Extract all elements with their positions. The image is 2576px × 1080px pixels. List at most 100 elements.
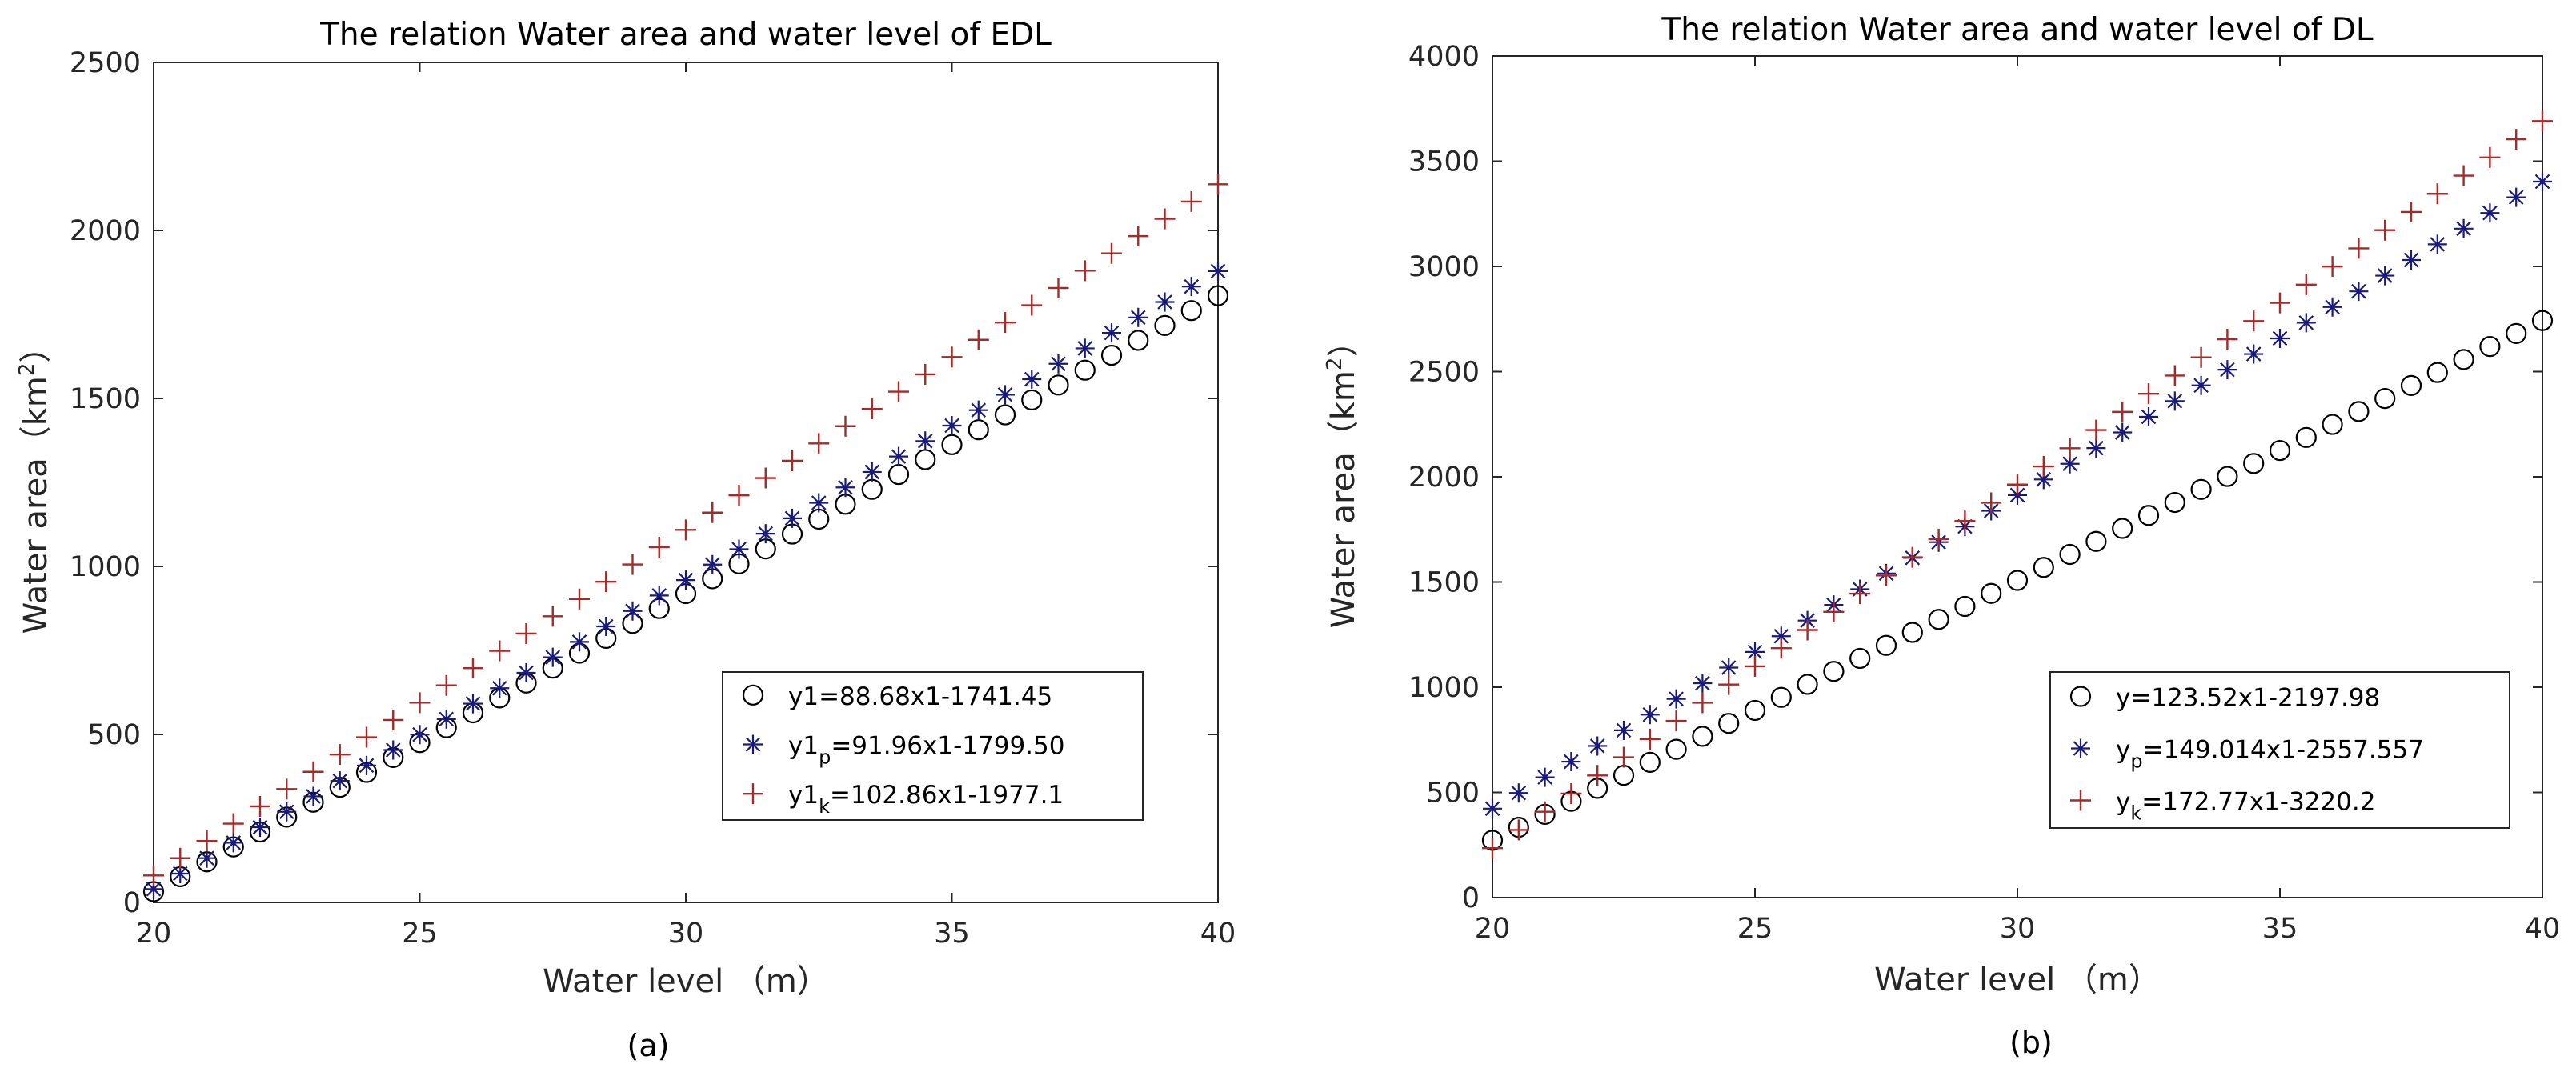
circle-marker (1954, 595, 1976, 618)
x-tick-label: 25 (402, 918, 438, 950)
plus-marker (1981, 492, 2002, 514)
plus-marker (2453, 165, 2474, 186)
circle-marker (2269, 439, 2291, 462)
circle-marker (1154, 314, 1176, 336)
circle-marker (2322, 414, 2343, 435)
plus-marker (1797, 619, 1818, 641)
plus-marker (569, 588, 590, 610)
circle-marker (1100, 344, 1123, 366)
circle-marker (2243, 453, 2265, 474)
asterisk-marker (729, 539, 749, 559)
plus-marker (1587, 765, 1608, 786)
asterisk-marker (755, 524, 775, 544)
asterisk-marker (2349, 282, 2369, 302)
asterisk-marker (1719, 658, 1739, 678)
circle-marker (1021, 389, 1043, 411)
legend-label: y1p=91.96x1-1799.50 (788, 732, 1064, 769)
plus-marker (2532, 110, 2553, 132)
asterisk-marker (968, 400, 988, 420)
plus-marker (276, 778, 298, 800)
plus-marker (435, 674, 457, 696)
asterisk-marker (1022, 370, 1042, 390)
plus-marker (2401, 201, 2422, 222)
x-tick-label: 30 (2000, 913, 2036, 945)
plus-marker (1208, 174, 1228, 195)
circle-marker (1823, 661, 1845, 682)
asterisk-marker (1102, 323, 1121, 343)
y-tick-label: 1000 (1408, 672, 1480, 704)
series-circle (1481, 310, 2554, 851)
asterisk-marker (1614, 720, 1633, 740)
asterisk-marker (2244, 344, 2264, 364)
legend-label: y1k=102.86x1-1977.1 (788, 781, 1064, 818)
y-tick-label: 3500 (1408, 146, 1480, 178)
circle-marker (2059, 543, 2081, 566)
asterisk-marker (703, 554, 723, 574)
y-tick-label: 2500 (1408, 357, 1480, 389)
series-plus (143, 174, 1228, 886)
legend-label: y1=88.68x1-1741.45 (788, 682, 1052, 711)
plus-marker (755, 467, 776, 489)
circle-marker (2400, 374, 2422, 396)
series-plus (1482, 110, 2553, 859)
panel-label: (a) (627, 1028, 670, 1063)
plus-marker (302, 761, 324, 782)
y-tick-label: 3000 (1408, 251, 1480, 283)
asterisk-marker (250, 818, 270, 838)
circle-marker (1074, 359, 1096, 381)
circle-marker (1981, 582, 2002, 604)
y-tick-label: 0 (123, 887, 141, 919)
asterisk-marker (277, 802, 297, 822)
circle-marker (2069, 686, 2092, 707)
circle-marker (1692, 726, 1713, 747)
legend-label: y=123.52x1-2197.98 (2116, 684, 2380, 713)
plus-marker (1928, 528, 1949, 550)
legend-label: yk=172.77x1-3220.2 (2116, 788, 2375, 825)
plus-marker (968, 329, 989, 350)
plus-marker (143, 865, 164, 886)
asterisk-marker (2113, 422, 2133, 442)
asterisk-marker (2506, 187, 2526, 207)
circle-marker (1207, 285, 1229, 306)
asterisk-marker (144, 879, 163, 899)
asterisk-marker (2191, 375, 2211, 395)
circle-marker (1797, 674, 1818, 695)
circle-marker (1180, 300, 1202, 322)
chart-title: The relation Water area and water level … (1661, 12, 2373, 48)
asterisk-marker (303, 786, 323, 806)
plus-marker (2506, 129, 2527, 150)
asterisk-marker (197, 848, 217, 868)
circle-marker (742, 684, 764, 706)
x-tick-label: 30 (668, 918, 704, 950)
plus-marker (1692, 692, 1713, 714)
plus-marker (675, 519, 696, 541)
plus-marker (1613, 746, 1634, 768)
y-axis-label: Water area（km2） (15, 331, 54, 634)
plus-marker (2085, 419, 2107, 441)
plus-marker (1954, 510, 1976, 532)
plus-marker (743, 783, 763, 805)
circle-marker (2506, 322, 2527, 344)
asterisk-marker (1483, 798, 1502, 818)
plus-marker (728, 485, 750, 506)
plus-marker (1745, 655, 1765, 677)
plus-marker (463, 658, 483, 679)
asterisk-marker (1048, 354, 1068, 374)
asterisk-marker (1666, 689, 1686, 709)
asterisk-marker (2165, 391, 2185, 411)
asterisk-marker (1181, 277, 1201, 297)
plus-marker (622, 554, 643, 575)
plus-marker (1901, 546, 1923, 568)
x-tick-label: 35 (2262, 913, 2298, 945)
plus-marker (1849, 583, 1871, 605)
asterisk-marker (1208, 261, 1228, 281)
plus-marker (1823, 601, 1845, 622)
circle-marker (2295, 426, 2317, 448)
asterisk-marker (2427, 234, 2447, 254)
y-tick-label: 500 (1426, 778, 1480, 810)
asterisk-marker (996, 385, 1015, 405)
asterisk-marker (942, 415, 962, 435)
asterisk-marker (543, 647, 563, 667)
circle-marker (2085, 530, 2107, 552)
asterisk-marker (1155, 292, 1175, 312)
